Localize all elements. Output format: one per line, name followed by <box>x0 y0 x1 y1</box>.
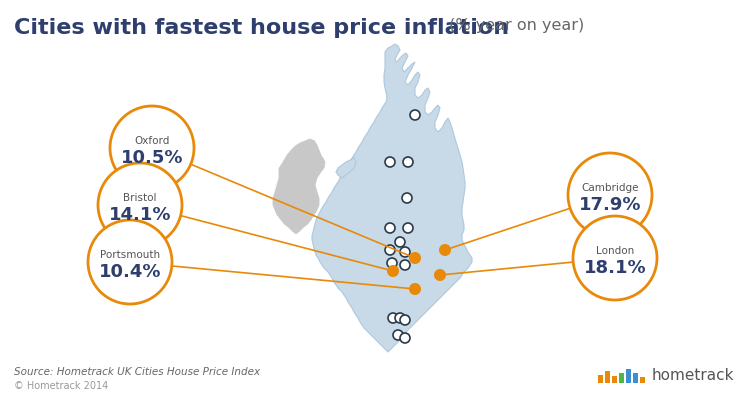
Text: (% year on year): (% year on year) <box>444 18 584 33</box>
Text: Source: Hometrack UK Cities House Price Index: Source: Hometrack UK Cities House Price … <box>14 367 260 377</box>
Circle shape <box>573 216 657 300</box>
Text: Bristol: Bristol <box>123 193 157 203</box>
Circle shape <box>400 260 410 270</box>
Circle shape <box>410 110 420 120</box>
Circle shape <box>88 220 172 304</box>
Polygon shape <box>312 44 472 352</box>
Circle shape <box>439 244 451 256</box>
Text: 10.4%: 10.4% <box>99 263 161 281</box>
Text: © Hometrack 2014: © Hometrack 2014 <box>14 381 108 391</box>
Bar <box>605 371 610 383</box>
Text: London: London <box>596 246 634 256</box>
Circle shape <box>387 265 399 277</box>
Bar <box>626 369 631 383</box>
Circle shape <box>402 193 412 203</box>
Circle shape <box>98 163 182 247</box>
Circle shape <box>400 247 410 257</box>
Bar <box>598 375 603 383</box>
Circle shape <box>385 157 395 167</box>
Circle shape <box>395 313 405 323</box>
Text: Cities with fastest house price inflation: Cities with fastest house price inflatio… <box>14 18 509 38</box>
Circle shape <box>403 223 413 233</box>
Text: 18.1%: 18.1% <box>584 259 646 277</box>
Circle shape <box>400 333 410 343</box>
Circle shape <box>110 106 194 190</box>
Circle shape <box>434 269 446 281</box>
Circle shape <box>568 153 652 237</box>
Circle shape <box>385 245 395 255</box>
Circle shape <box>400 315 410 325</box>
Bar <box>619 373 624 383</box>
Polygon shape <box>272 138 326 235</box>
Text: 17.9%: 17.9% <box>578 196 641 214</box>
Circle shape <box>393 330 403 340</box>
Circle shape <box>403 157 413 167</box>
Circle shape <box>409 283 421 295</box>
Bar <box>640 377 645 383</box>
Circle shape <box>388 313 398 323</box>
Circle shape <box>387 258 397 268</box>
Circle shape <box>385 223 395 233</box>
Circle shape <box>395 237 405 247</box>
Text: Oxford: Oxford <box>134 136 170 146</box>
Circle shape <box>409 252 421 264</box>
Text: Portsmouth: Portsmouth <box>100 250 160 260</box>
Bar <box>633 373 638 383</box>
Text: hometrack: hometrack <box>652 368 735 383</box>
Text: Cambridge: Cambridge <box>581 183 639 193</box>
Text: 14.1%: 14.1% <box>109 206 171 224</box>
Text: 10.5%: 10.5% <box>121 149 183 167</box>
Bar <box>612 376 617 383</box>
Polygon shape <box>336 158 356 178</box>
